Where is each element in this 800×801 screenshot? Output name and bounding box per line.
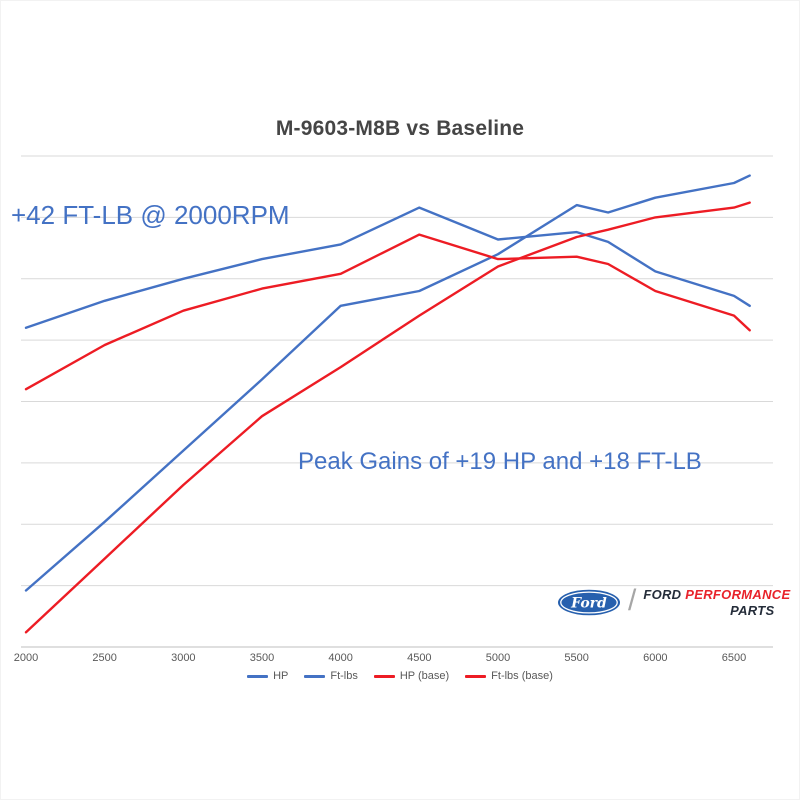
legend-swatch: [304, 674, 326, 678]
series-line-ft-lbs: [24, 206, 751, 329]
legend-item-ft-lbs: Ft-lbs: [304, 670, 358, 682]
series-line-hp: [24, 174, 751, 592]
x-tick-label: 2500: [92, 652, 116, 664]
x-tick-label: 6000: [643, 652, 667, 664]
annotation-peak-gains: Peak Gains of +19 HP and +18 FT-LB: [298, 448, 702, 475]
legend-swatch: [465, 674, 487, 678]
ford-oval-text: Ford: [570, 595, 607, 611]
chart-title: M-9603-M8B vs Baseline: [275, 117, 525, 140]
legend-item-hp: HP: [247, 670, 288, 682]
legend-label: Ft-lbs (base): [491, 670, 553, 682]
legend-label: Ft-lbs: [330, 670, 358, 682]
series-line-hp-base-: [24, 201, 751, 634]
brand-ford-text: FORD: [643, 587, 682, 602]
legend-label: HP (base): [399, 670, 450, 682]
legend-swatch: [247, 674, 269, 678]
legend-item-hp-base-: HP (base): [373, 670, 450, 682]
ford-performance-logo: Ford / FORD PERFORMANCE PARTS: [557, 583, 790, 618]
legend-label: HP: [273, 670, 289, 682]
logo-divider-slash: /: [628, 583, 637, 617]
brand-performance-text: PERFORMANCE: [685, 587, 791, 602]
x-tick-label: 2000: [14, 652, 38, 664]
brand-parts-text: PARTS: [730, 602, 775, 618]
x-tick-label: 3000: [171, 652, 195, 664]
x-tick-label: 6500: [722, 652, 746, 664]
chart-legend: HP Ft-lbs HP (base) Ft-lbs (base): [1, 670, 799, 682]
legend-swatch: [373, 674, 395, 678]
x-tick-label: 3500: [250, 652, 274, 664]
x-tick-label: 5500: [564, 652, 588, 664]
x-tick-label: 5000: [486, 652, 510, 664]
annotation-torque-gain: +42 FT-LB @ 2000RPM: [11, 200, 290, 230]
x-tick-label: 4500: [407, 652, 431, 664]
series-line-ft-lbs-base-: [24, 233, 751, 391]
brand-line1: FORD PERFORMANCE: [643, 587, 790, 603]
ford-oval-icon: Ford: [558, 589, 620, 616]
x-tick-label: 4000: [328, 652, 352, 664]
brand-text-block: FORD PERFORMANCE PARTS: [643, 587, 790, 618]
legend-item-ft-lbs-base-: Ft-lbs (base): [465, 670, 553, 682]
